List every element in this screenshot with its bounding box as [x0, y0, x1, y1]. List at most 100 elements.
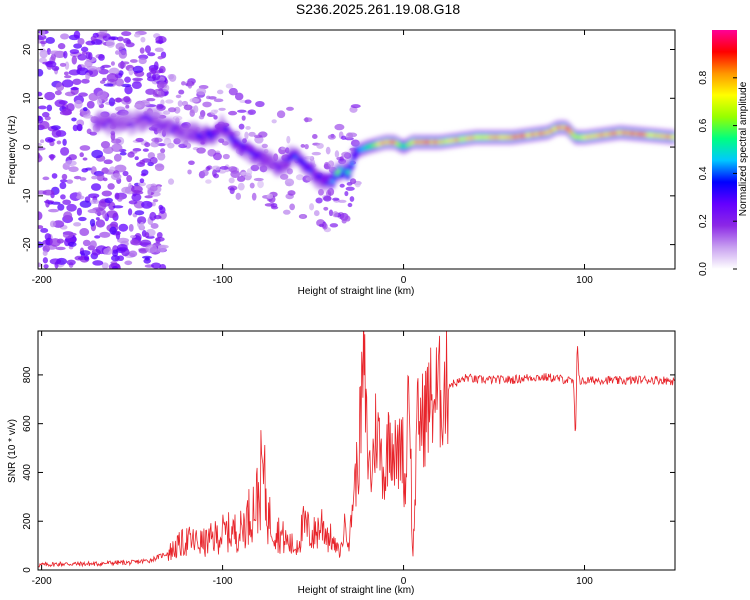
spectrogram-cell	[138, 248, 148, 254]
spectrogram-cell	[132, 77, 143, 82]
spectrogram-cell	[130, 234, 137, 239]
spectrogram-cell	[73, 222, 82, 227]
spectrogram-cell	[293, 154, 299, 159]
spectrogram-y-tick-label: 0	[22, 144, 33, 150]
spectrogram-cell	[102, 177, 108, 182]
spectrogram-cell	[40, 227, 49, 233]
spectrogram-cell	[38, 91, 43, 97]
spectrogram-cell	[73, 30, 81, 39]
spectrogram-cell	[63, 211, 73, 220]
spectrogram-cell	[65, 160, 77, 167]
spectrogram-cell	[106, 210, 118, 218]
spectrogram-cell	[251, 192, 257, 201]
spectrogram-cell	[125, 42, 135, 48]
spectrogram-cell	[193, 131, 199, 136]
snr-x-tick-label: -200	[32, 576, 52, 587]
spectrogram-cell	[131, 193, 142, 202]
spectrogram-cell	[139, 178, 145, 184]
spectrogram-cell	[78, 216, 87, 222]
spectrogram-cell	[136, 216, 147, 225]
spectrogram-cell	[67, 241, 77, 247]
spectrogram-cell	[196, 87, 207, 96]
spectrogram-cell	[289, 203, 296, 211]
spectrogram-cell	[79, 145, 91, 151]
spectrogram-cell	[123, 119, 129, 124]
spectrogram-cell	[300, 214, 306, 219]
spectrogram-cell	[110, 61, 115, 66]
spectrogram-cell	[47, 138, 56, 142]
spectrogram-cell	[40, 139, 45, 144]
spectrogram-cell	[145, 88, 156, 95]
spectrogram-cell	[140, 36, 146, 43]
snr-y-tick-label: 600	[22, 415, 33, 432]
spectrogram-cell	[90, 35, 97, 42]
spectrogram-cell	[77, 64, 82, 72]
spectrogram-cell	[196, 147, 206, 154]
spectrogram-cell	[155, 40, 164, 44]
spectrogram-cell	[79, 200, 92, 208]
spectrogram-cell	[329, 223, 339, 228]
spectrogram-y-tick-label: -10	[22, 188, 33, 203]
spectrogram-cell	[112, 205, 124, 209]
spectrogram-cell	[162, 122, 168, 127]
spectrogram-cell	[127, 208, 133, 216]
spectrogram-cell	[61, 79, 74, 88]
spectrogram-cell	[167, 142, 175, 149]
spectrogram-cell	[134, 156, 139, 161]
spectrogram-y-tick-label: 20	[22, 44, 33, 56]
spectrogram-cell	[158, 90, 165, 98]
spectrogram-cell	[151, 262, 162, 269]
spectrogram-cell	[178, 89, 185, 95]
spectrogram-cell	[155, 237, 161, 244]
spectrogram-cell	[40, 40, 47, 45]
snr-x-ticks: -200 -100 0 100	[32, 331, 593, 587]
spectrogram-cell	[106, 73, 119, 83]
spectrogram-cell	[193, 105, 199, 114]
spectrogram-cell	[319, 177, 325, 182]
spectrogram-cell	[206, 95, 211, 100]
spectrogram-cell	[271, 119, 277, 124]
spectrogram-cell	[78, 92, 88, 97]
spectrogram-cell	[317, 174, 323, 179]
spectrogram-cell	[671, 135, 675, 140]
spectrogram-cell	[48, 208, 60, 213]
spectrogram-cell	[213, 152, 222, 161]
spectrogram-cell	[38, 262, 42, 268]
spectrogram-cell	[144, 142, 151, 148]
spectrogram-cell	[156, 152, 165, 157]
snr-frame	[37, 330, 676, 571]
spectrogram-cell	[237, 109, 247, 113]
spectrogram-cell	[103, 159, 113, 165]
spectrogram-cell	[351, 154, 357, 159]
spectrogram-cell	[72, 78, 82, 85]
spectrogram-frame	[37, 29, 676, 270]
spectrogram-cell	[115, 50, 120, 55]
spectrogram-cell	[98, 68, 109, 75]
spectrogram-cell	[110, 132, 116, 141]
spectrogram-cell	[332, 176, 338, 181]
spectrogram-cell	[124, 76, 131, 83]
spectrogram-cell	[188, 160, 195, 166]
spectrogram-cell	[234, 138, 240, 143]
spectrogram-cell	[127, 182, 132, 192]
spectrogram-cell	[219, 166, 229, 170]
spectrogram-cell	[175, 125, 181, 130]
spectrogram-cell	[109, 166, 116, 173]
spectrogram-cell	[276, 110, 286, 119]
spectrogram-cell	[76, 207, 83, 216]
spectrogram-cell	[258, 131, 268, 138]
spectrogram-cell	[244, 99, 252, 104]
spectrogram-cell	[216, 89, 224, 95]
spectrogram-cell	[241, 115, 246, 121]
spectrogram-cell	[316, 142, 324, 149]
spectrogram-cell	[286, 135, 291, 144]
spectrogram-cell	[122, 170, 129, 177]
spectrogram-cell	[116, 36, 124, 42]
spectrogram-cell	[339, 183, 345, 188]
spectrogram-cell	[144, 45, 151, 54]
colorbar-gradient	[712, 30, 737, 269]
spectrogram-cell	[212, 169, 217, 177]
spectrogram-cell	[228, 135, 234, 140]
spectrogram-cell	[247, 109, 256, 115]
